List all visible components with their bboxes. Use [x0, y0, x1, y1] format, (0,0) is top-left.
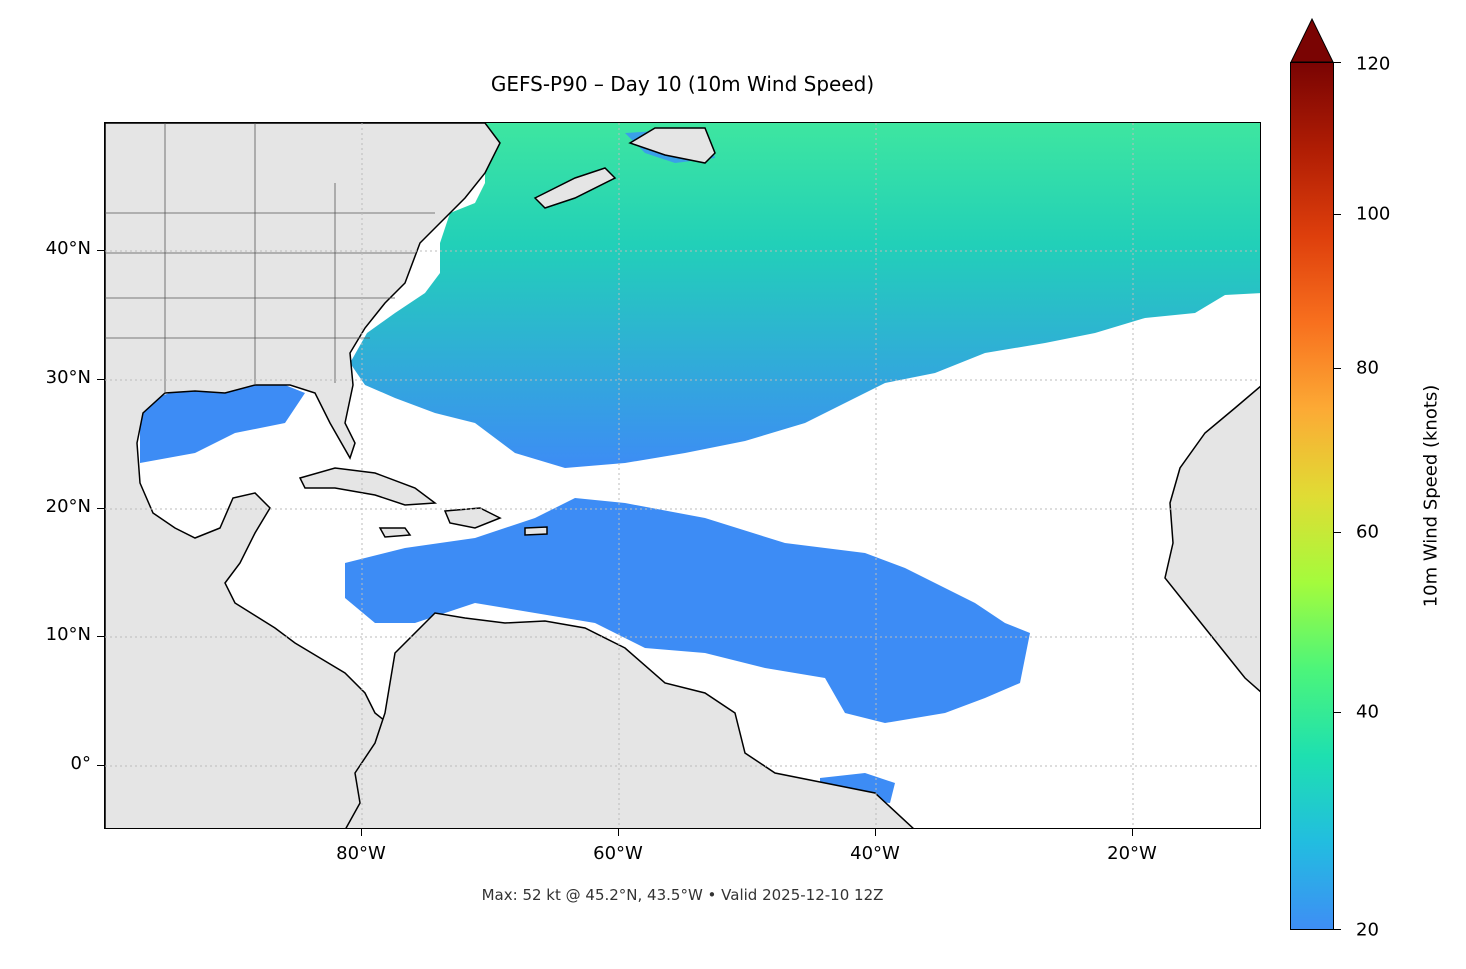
land-jamaica	[378, 527, 412, 538]
land-puerto-rico	[524, 526, 548, 536]
wind-field-tropics	[345, 498, 1030, 723]
colorbar	[1290, 62, 1334, 930]
map-footer: Max: 52 kt @ 45.2°N, 43.5°W • Valid 2025…	[481, 886, 884, 904]
colorbar-tick-mark	[1334, 214, 1341, 215]
colorbar-label-100: 100	[1356, 203, 1391, 225]
lon-label-20w: 20°W	[1107, 843, 1157, 864]
land-south-america	[345, 612, 914, 828]
colorbar-label-120: 120	[1356, 53, 1391, 75]
lat-tick-mark	[97, 765, 104, 766]
lat-tick-mark	[97, 508, 104, 509]
lat-label-40n: 40°N	[45, 238, 91, 259]
colorbar-label-40: 40	[1356, 701, 1379, 723]
wind-field-north	[350, 123, 1260, 468]
lon-tick-mark	[361, 829, 362, 836]
colorbar-tick-mark	[1334, 712, 1341, 713]
lat-tick-mark	[97, 379, 104, 380]
lat-label-10n: 10°N	[45, 624, 91, 645]
lat-label-30n: 30°N	[45, 367, 91, 388]
lat-label-20n: 20°N	[45, 496, 91, 517]
land-newfoundland	[628, 127, 716, 164]
land-hispaniola	[443, 507, 502, 529]
colorbar-tick-mark	[1334, 929, 1341, 930]
colorbar-tick-mark	[1334, 368, 1341, 369]
colorbar-title: 10m Wind Speed (knots)	[1420, 384, 1442, 608]
land-cuba	[298, 467, 438, 506]
map-canvas	[105, 123, 1260, 828]
colorbar-extend-arrow	[1290, 18, 1334, 63]
colorbar-tick-mark	[1334, 532, 1341, 533]
lon-label-40w: 40°W	[850, 843, 900, 864]
map-title: GEFS-P90 – Day 10 (10m Wind Speed)	[490, 72, 875, 96]
map-panel[interactable]	[104, 122, 1261, 829]
lon-tick-mark	[618, 829, 619, 836]
lon-label-80w: 80°W	[336, 843, 386, 864]
land-africa	[1164, 385, 1260, 693]
colorbar-label-60: 60	[1356, 521, 1379, 543]
lat-label-0: 0°	[70, 753, 91, 774]
lat-tick-mark	[97, 636, 104, 637]
colorbar-tick-mark	[1334, 62, 1341, 63]
lat-tick-mark	[97, 250, 104, 251]
state-borders	[105, 123, 435, 393]
land-north-america	[105, 123, 501, 828]
lon-label-60w: 60°W	[593, 843, 643, 864]
wind-field-gulf	[140, 381, 305, 463]
lon-tick-mark	[1132, 829, 1133, 836]
land-nova-scotia	[533, 167, 617, 209]
colorbar-label-20: 20	[1356, 919, 1379, 941]
colorbar-label-80: 80	[1356, 357, 1379, 379]
lon-tick-mark	[875, 829, 876, 836]
